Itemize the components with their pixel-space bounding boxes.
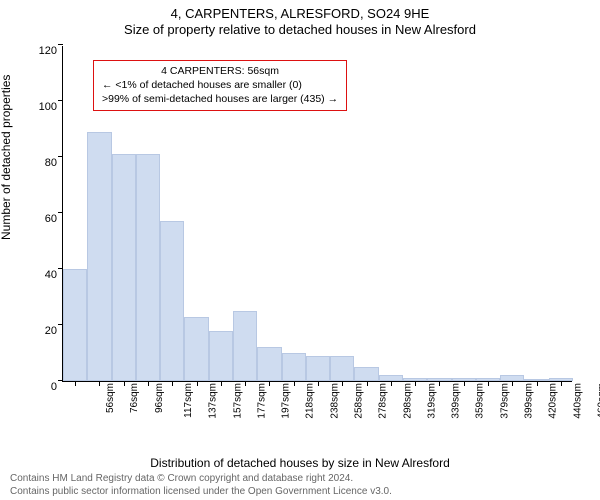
x-tick-mark [294, 381, 295, 386]
x-tick-mark [245, 381, 246, 386]
bar [282, 353, 306, 381]
x-tick-label: 460sqm [596, 383, 600, 419]
footer-attribution: Contains HM Land Registry data © Crown c… [10, 472, 590, 498]
y-tick-mark [58, 100, 63, 101]
y-tick-label: 80 [45, 157, 57, 169]
annotation-line: ← <1% of detached houses are smaller (0) [102, 78, 338, 92]
x-tick-label: 359sqm [475, 383, 486, 419]
x-tick-label: 319sqm [426, 383, 437, 419]
x-tick-label: 420sqm [548, 383, 559, 419]
x-tick-label: 76sqm [129, 383, 140, 413]
x-tick-label: 399sqm [524, 383, 535, 419]
x-tick-mark [537, 381, 538, 386]
bar [233, 311, 257, 381]
y-tick-label: 40 [45, 269, 57, 281]
x-tick-mark [342, 381, 343, 386]
footer-line-2: Contains public sector information licen… [10, 485, 590, 498]
bar [184, 317, 208, 381]
x-tick-label: 197sqm [281, 383, 292, 419]
x-tick-label: 278sqm [378, 383, 389, 419]
x-tick-mark [439, 381, 440, 386]
annotation-line: 4 CARPENTERS: 56sqm [102, 64, 338, 78]
y-tick-mark [58, 44, 63, 45]
chart-title: Size of property relative to detached ho… [0, 22, 600, 37]
x-tick-label: 379sqm [499, 383, 510, 419]
y-tick-mark [58, 156, 63, 157]
x-tick-label: 218sqm [305, 383, 316, 419]
x-tick-mark [124, 381, 125, 386]
y-tick-label: 120 [39, 45, 57, 57]
y-tick-label: 100 [39, 101, 57, 113]
x-tick-mark [318, 381, 319, 386]
x-tick-label: 117sqm [183, 383, 194, 418]
x-tick-mark [197, 381, 198, 386]
x-tick-mark [172, 381, 173, 386]
bar [306, 356, 330, 381]
x-tick-mark [391, 381, 392, 386]
bar [63, 269, 87, 381]
x-tick-label: 298sqm [402, 383, 413, 419]
bar [87, 132, 111, 381]
chart-supertitle: 4, CARPENTERS, ALRESFORD, SO24 9HE [0, 6, 600, 21]
bar [136, 154, 160, 381]
plot-area: 4 CARPENTERS: 56sqm← <1% of detached hou… [62, 46, 572, 382]
y-axis-label: Number of detached properties [0, 75, 13, 240]
x-tick-label: 177sqm [256, 383, 267, 419]
x-tick-mark [488, 381, 489, 386]
annotation-box: 4 CARPENTERS: 56sqm← <1% of detached hou… [93, 60, 347, 111]
x-axis-label: Distribution of detached houses by size … [0, 456, 600, 470]
x-tick-mark [464, 381, 465, 386]
x-tick-label: 238sqm [329, 383, 340, 419]
y-tick-label: 60 [45, 213, 57, 225]
y-tick-label: 0 [51, 381, 57, 393]
footer-line-1: Contains HM Land Registry data © Crown c… [10, 472, 590, 485]
x-tick-mark [75, 381, 76, 386]
bar [160, 221, 184, 381]
y-tick-mark [58, 212, 63, 213]
bar [257, 347, 281, 381]
x-tick-label: 339sqm [451, 383, 462, 419]
x-tick-mark [269, 381, 270, 386]
x-tick-mark [99, 381, 100, 386]
x-tick-mark [512, 381, 513, 386]
x-tick-label: 56sqm [105, 383, 116, 413]
annotation-line: >99% of semi-detached houses are larger … [102, 92, 338, 106]
bar [112, 154, 136, 381]
x-tick-mark [221, 381, 222, 386]
bar [354, 367, 378, 381]
x-tick-mark [148, 381, 149, 386]
x-tick-label: 137sqm [208, 383, 219, 419]
x-tick-mark [561, 381, 562, 386]
bar [209, 331, 233, 381]
x-tick-mark [367, 381, 368, 386]
bar [330, 356, 354, 381]
x-tick-label: 157sqm [232, 383, 243, 419]
y-tick-label: 20 [45, 325, 57, 337]
x-tick-label: 258sqm [354, 383, 365, 419]
x-tick-label: 96sqm [154, 383, 165, 413]
x-tick-mark [415, 381, 416, 386]
x-tick-label: 440sqm [572, 383, 583, 419]
